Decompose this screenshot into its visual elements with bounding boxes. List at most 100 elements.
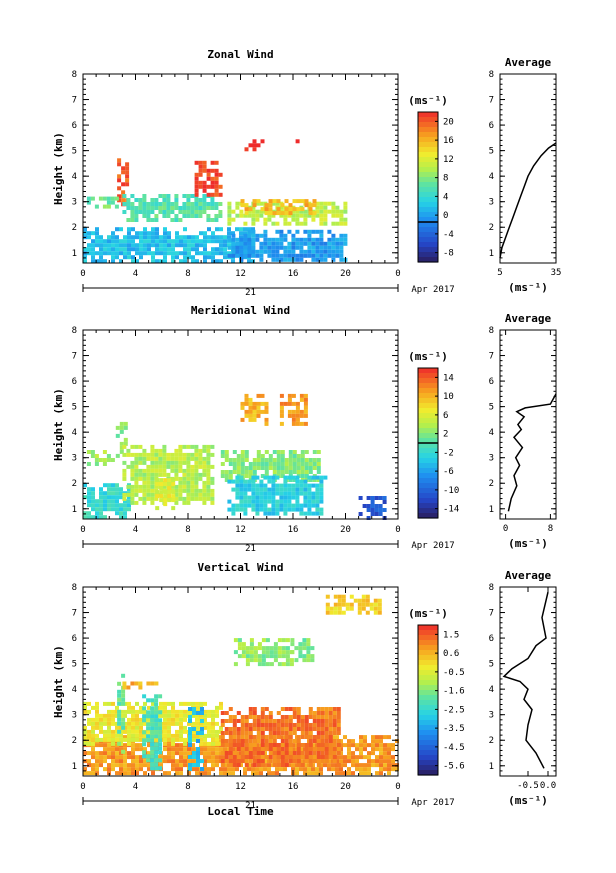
heatmap-cell xyxy=(219,251,223,256)
heatmap-cell xyxy=(158,746,163,751)
heatmap-cell xyxy=(126,452,131,457)
colorbar-swatch xyxy=(418,162,438,168)
heatmap-cell xyxy=(263,503,268,508)
heatmap-cell xyxy=(195,713,199,718)
heatmap-cell xyxy=(244,715,249,719)
heatmap-cell xyxy=(343,217,348,222)
heatmap-cell xyxy=(146,456,151,461)
heatmap-cell xyxy=(91,515,95,520)
heatmap-cell xyxy=(91,255,95,260)
heatmap-cell xyxy=(391,759,395,764)
heatmap-cell xyxy=(183,737,187,742)
heatmap-cell xyxy=(154,218,159,222)
colorbar-swatch xyxy=(418,453,438,459)
heatmap-cell xyxy=(261,650,266,655)
heatmap-cell xyxy=(331,213,336,218)
heatmap-cell xyxy=(130,194,135,198)
heatmap-cell xyxy=(339,771,343,776)
heatmap-cell xyxy=(215,729,219,734)
heatmap-cell xyxy=(255,487,260,492)
colorbar-swatch xyxy=(418,508,438,514)
heatmap-cell xyxy=(287,763,291,768)
heatmap-cell xyxy=(103,239,107,244)
heatmap-cell xyxy=(324,723,329,727)
colorbar-swatch xyxy=(418,725,438,731)
heatmap-cell xyxy=(139,231,143,236)
heatmap-cell xyxy=(257,662,262,667)
x-tick-label: 0 xyxy=(395,782,400,792)
y-tick-label: 8 xyxy=(72,70,77,80)
heatmap-cell xyxy=(130,681,135,686)
heatmap-cell xyxy=(244,470,249,474)
heatmap-cell xyxy=(291,209,296,214)
heatmap-cell xyxy=(319,249,324,254)
heatmap-cell xyxy=(231,237,236,242)
heatmap-cell xyxy=(130,488,135,493)
colorbar-swatch xyxy=(418,197,438,203)
heatmap-cell xyxy=(130,472,135,477)
heatmap-cell xyxy=(260,731,265,735)
heatmap-cell xyxy=(275,241,280,246)
heatmap-cell xyxy=(279,241,284,246)
colorbar-swatch xyxy=(418,247,438,253)
heatmap-cell xyxy=(331,763,335,768)
heatmap-cell xyxy=(198,202,203,206)
heatmap-cell xyxy=(280,450,285,454)
heatmap-cell xyxy=(166,456,171,461)
heatmap-cell xyxy=(103,499,107,504)
heatmap-cell xyxy=(171,506,176,511)
heatmap-cell xyxy=(211,725,215,730)
heatmap-cell xyxy=(304,731,309,735)
heatmap-cell xyxy=(292,755,297,759)
heatmap-cell xyxy=(174,460,179,465)
heatmap-cell xyxy=(370,504,375,508)
heatmap-cell xyxy=(99,259,103,264)
date-day: 21 xyxy=(245,801,256,811)
heatmap-cell xyxy=(151,771,155,776)
heatmap-cell xyxy=(220,759,225,763)
heatmap-cell xyxy=(103,503,107,508)
heatmap-cell xyxy=(252,743,257,747)
heatmap-cell xyxy=(123,771,127,776)
heatmap-cell xyxy=(186,214,191,218)
heatmap-cell xyxy=(255,209,260,214)
heatmap-cell xyxy=(358,512,363,516)
heatmap-cell xyxy=(275,483,280,488)
heatmap-cell xyxy=(167,755,171,760)
heatmap-cell xyxy=(123,421,128,426)
heatmap-cell xyxy=(187,247,191,252)
heatmap-cell xyxy=(308,727,313,731)
heatmap-cell xyxy=(378,508,383,512)
heatmap-cell xyxy=(170,452,175,457)
heatmap-cell xyxy=(155,247,159,252)
heatmap-cell xyxy=(175,747,179,752)
heatmap-cell xyxy=(143,771,147,776)
heatmap-cell xyxy=(248,207,253,212)
heatmap-cell xyxy=(304,755,309,759)
heatmap-cell xyxy=(355,755,359,760)
colorbar-tick-label: 0 xyxy=(443,211,448,221)
heatmap-cell xyxy=(119,449,124,454)
heatmap-cell xyxy=(163,713,167,718)
heatmap-cell xyxy=(259,253,264,258)
heatmap-cell xyxy=(319,763,323,768)
heatmap-cell xyxy=(111,701,115,706)
heatmap-cell xyxy=(220,763,225,767)
heatmap-cell xyxy=(218,214,223,218)
heatmap-cell xyxy=(111,507,115,512)
heatmap-cell xyxy=(303,229,308,234)
heatmap-patch xyxy=(240,393,269,426)
heatmap-cell xyxy=(300,763,305,767)
heatmap-patch xyxy=(86,450,115,466)
heatmap-cell xyxy=(244,393,249,398)
colorbar-swatch xyxy=(418,137,438,143)
heatmap-cell xyxy=(275,487,280,492)
heatmap-cell xyxy=(283,767,287,772)
heatmap-cell xyxy=(248,731,253,735)
heatmap-cell xyxy=(260,727,265,731)
heatmap-cell xyxy=(289,658,294,663)
heatmap-cell xyxy=(292,466,297,470)
heatmap-cell xyxy=(303,409,308,414)
heatmap-cell xyxy=(103,751,107,756)
heatmap-cell xyxy=(256,413,261,418)
